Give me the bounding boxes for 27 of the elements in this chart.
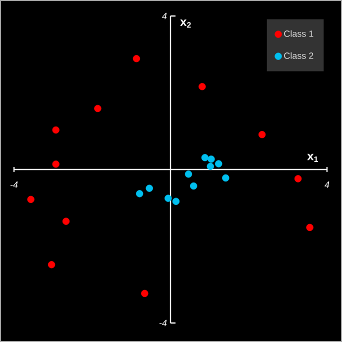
- point: [27, 196, 34, 204]
- point: [132, 54, 140, 62]
- point: [48, 261, 56, 268]
- point: [190, 182, 198, 190]
- point: [146, 184, 153, 192]
- x-axis-title: x$_{1}$: [307, 154, 318, 162]
- point: [52, 160, 60, 168]
- point: [141, 290, 148, 298]
- point: [201, 154, 209, 162]
- point: [172, 198, 180, 205]
- point: [294, 175, 302, 182]
- point: [208, 156, 215, 163]
- point: [215, 160, 222, 168]
- point: [306, 224, 314, 232]
- point: [222, 174, 230, 182]
- point: [62, 218, 70, 225]
- y-axis-title: x$_{2}$: [180, 20, 191, 28]
- point: [94, 104, 102, 112]
- legend-label: Class 1: [284, 30, 314, 37]
- point: [164, 194, 172, 202]
- point: [52, 126, 60, 134]
- legend-label: Class 2: [284, 52, 314, 59]
- point: [184, 170, 192, 178]
- point: [258, 130, 266, 138]
- point: [206, 162, 214, 170]
- point: [136, 190, 144, 198]
- point: [198, 83, 206, 90]
